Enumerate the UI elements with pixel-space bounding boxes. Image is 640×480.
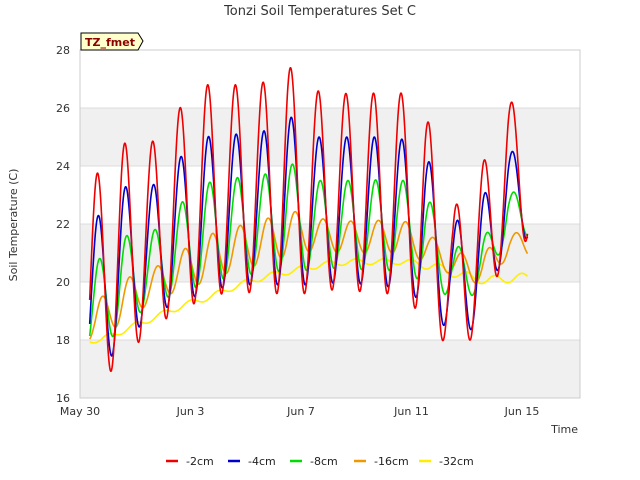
dataset-badge-label: TZ_fmet	[85, 36, 135, 49]
y-tick-label: 16	[56, 392, 70, 405]
legend-label: -2cm	[186, 455, 214, 468]
legend-label: -32cm	[439, 455, 474, 468]
x-tick-label: Jun 11	[393, 405, 429, 418]
grid-band	[80, 108, 580, 166]
y-tick-label: 20	[56, 276, 70, 289]
plot-frame	[79, 49, 581, 399]
y-tick-label: 18	[56, 334, 70, 347]
legend-label: -8cm	[310, 455, 338, 468]
dataset-badge: TZ_fmet	[80, 32, 144, 51]
y-tick-label: 24	[56, 160, 70, 173]
y-tick-label: 26	[56, 102, 70, 115]
series-line-neg2cm	[88, 66, 529, 373]
legend: -2cm -4cm -8cm -16cm -32cm	[166, 455, 474, 468]
y-tick-labels: 16 18 20 22 24 26 28	[56, 44, 70, 405]
legend-label: -16cm	[374, 455, 409, 468]
y-tick-label: 22	[56, 218, 70, 231]
x-tick-label: Jun 7	[286, 405, 315, 418]
x-tick-label: May 30	[60, 405, 100, 418]
grid-band	[80, 340, 580, 398]
legend-label: -4cm	[248, 455, 276, 468]
y-axis-label: Soil Temperature (C)	[7, 169, 20, 282]
x-axis-label: Time	[550, 423, 578, 436]
x-tick-label: Jun 3	[176, 405, 205, 418]
chart-title: Tonzi Soil Temperatures Set C	[223, 4, 416, 19]
x-tick-labels: May 30 Jun 3 Jun 7 Jun 11 Jun 15	[60, 405, 539, 418]
series-lines	[88, 66, 529, 373]
x-tick-label: Jun 15	[504, 405, 540, 418]
y-tick-label: 28	[56, 44, 70, 57]
